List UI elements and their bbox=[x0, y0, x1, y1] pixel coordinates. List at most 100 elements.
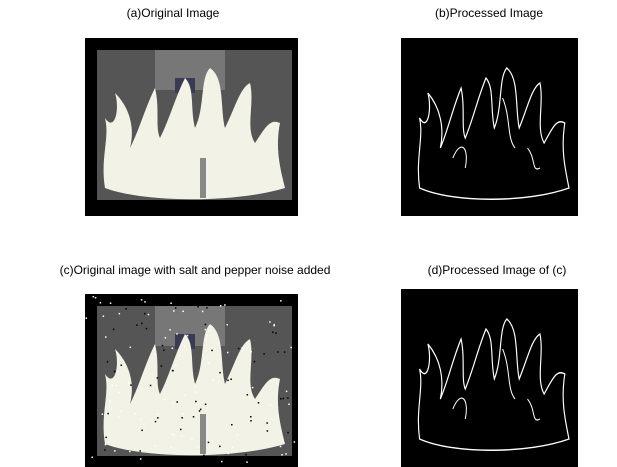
noise-pixel bbox=[205, 324, 207, 326]
noise-pixel bbox=[245, 454, 247, 456]
noise-pixel bbox=[280, 446, 282, 448]
noise-pixel bbox=[105, 437, 107, 439]
noise-pixel bbox=[162, 345, 164, 347]
noise-pixel bbox=[270, 404, 272, 406]
noise-pixel bbox=[163, 349, 165, 351]
figure: (a)Original Image (b)Processed Image (c)… bbox=[0, 0, 617, 467]
noise-pixel bbox=[208, 442, 210, 444]
noise-pixel bbox=[211, 350, 213, 352]
noise-pixel bbox=[102, 413, 104, 415]
noise-pixel bbox=[103, 315, 105, 317]
noise-pixel bbox=[129, 451, 131, 453]
noise-pixel bbox=[240, 304, 242, 306]
noise-pixel bbox=[224, 304, 226, 306]
noise-pixel bbox=[157, 417, 159, 419]
noise-pixel bbox=[206, 334, 208, 336]
noise-pixel bbox=[250, 416, 252, 418]
noise-pixel bbox=[280, 298, 282, 300]
noise-pixel bbox=[197, 446, 199, 448]
noise-pixel bbox=[232, 447, 234, 449]
noise-pixel bbox=[182, 311, 184, 313]
noise-pixel bbox=[93, 423, 95, 425]
noise-pixel bbox=[143, 429, 145, 431]
noise-pixel bbox=[93, 418, 95, 420]
panel-title: (d)Processed Image of (c) bbox=[428, 263, 567, 277]
noise-pixel bbox=[150, 385, 152, 387]
noise-pixel bbox=[88, 389, 90, 391]
noise-pixel bbox=[208, 362, 210, 364]
noise-pixel bbox=[100, 302, 102, 304]
noise-pixel bbox=[184, 395, 186, 397]
noise-pixel bbox=[281, 454, 283, 456]
noise-pixel bbox=[220, 305, 222, 307]
noise-pixel bbox=[95, 297, 97, 299]
noise-pixel bbox=[273, 325, 275, 327]
noise-pixel bbox=[157, 414, 159, 416]
noise-pixel bbox=[86, 317, 88, 319]
noise-pixel bbox=[141, 430, 143, 432]
noise-pixel bbox=[172, 348, 174, 350]
noise-pixel bbox=[187, 335, 189, 337]
noise-pixel bbox=[109, 401, 111, 403]
noise-pixel bbox=[165, 337, 167, 339]
noise-pixel bbox=[247, 394, 249, 396]
noise-pixel bbox=[250, 351, 252, 353]
noise-pixel bbox=[120, 411, 122, 413]
noise-pixel bbox=[141, 323, 143, 325]
noise-pixel bbox=[237, 434, 239, 436]
noise-pixel bbox=[205, 404, 207, 406]
noise-pixel bbox=[252, 387, 254, 389]
noise-pixel bbox=[140, 418, 142, 420]
noise-pixel bbox=[114, 371, 116, 373]
noise-pixel bbox=[141, 299, 143, 301]
noise-pixel bbox=[112, 385, 114, 387]
noise-pixel bbox=[200, 409, 202, 411]
noise-pixel bbox=[151, 419, 153, 421]
noise-pixel bbox=[269, 321, 271, 323]
noise-pixel bbox=[270, 417, 272, 419]
noise-pixel bbox=[218, 382, 220, 384]
noise-pixel bbox=[119, 313, 121, 315]
noise-pixel bbox=[105, 336, 107, 338]
noise-pixel bbox=[287, 397, 289, 399]
noise-pixel bbox=[175, 307, 177, 309]
noise-pixel bbox=[139, 450, 141, 452]
noise-pixel bbox=[275, 332, 277, 334]
noise-pixel bbox=[184, 346, 186, 348]
noise-pixel bbox=[285, 453, 287, 455]
noise-pixel bbox=[93, 296, 95, 298]
noisy-image bbox=[85, 294, 298, 467]
noise-pixel bbox=[191, 439, 193, 441]
noise-pixel bbox=[219, 446, 221, 448]
noise-pixel bbox=[272, 331, 274, 333]
noise-pixel bbox=[164, 399, 166, 401]
noise-pixel bbox=[294, 441, 296, 443]
panel-title: (b)Processed Image bbox=[435, 6, 543, 20]
noise-pixel bbox=[155, 353, 157, 355]
noise-pixel bbox=[125, 308, 127, 310]
original-image bbox=[85, 38, 298, 216]
noise-pixel bbox=[290, 347, 292, 349]
noise-pixel bbox=[283, 398, 285, 400]
noise-pixel bbox=[135, 413, 137, 415]
noise-pixel bbox=[206, 304, 208, 306]
noise-pixel bbox=[146, 328, 148, 330]
noise-pixel bbox=[161, 365, 163, 367]
noise-pixel bbox=[195, 392, 197, 394]
noise-pixel bbox=[157, 377, 159, 379]
noise-pixel bbox=[173, 310, 175, 312]
noise-pixel bbox=[287, 432, 289, 434]
noise-pixel bbox=[277, 351, 279, 353]
noise-pixel bbox=[128, 382, 130, 384]
noise-pixel bbox=[170, 303, 172, 305]
noise-pixel bbox=[176, 333, 178, 335]
noise-pixel bbox=[104, 449, 106, 451]
noise-pixel bbox=[180, 429, 182, 431]
noise-pixel bbox=[226, 324, 228, 326]
noise-pixel bbox=[203, 455, 205, 457]
noise-pixel bbox=[254, 361, 256, 363]
noise-pixel bbox=[209, 330, 211, 332]
noise-pixel bbox=[155, 421, 157, 423]
noise-pixel bbox=[280, 300, 282, 302]
noise-pixel bbox=[219, 372, 221, 374]
